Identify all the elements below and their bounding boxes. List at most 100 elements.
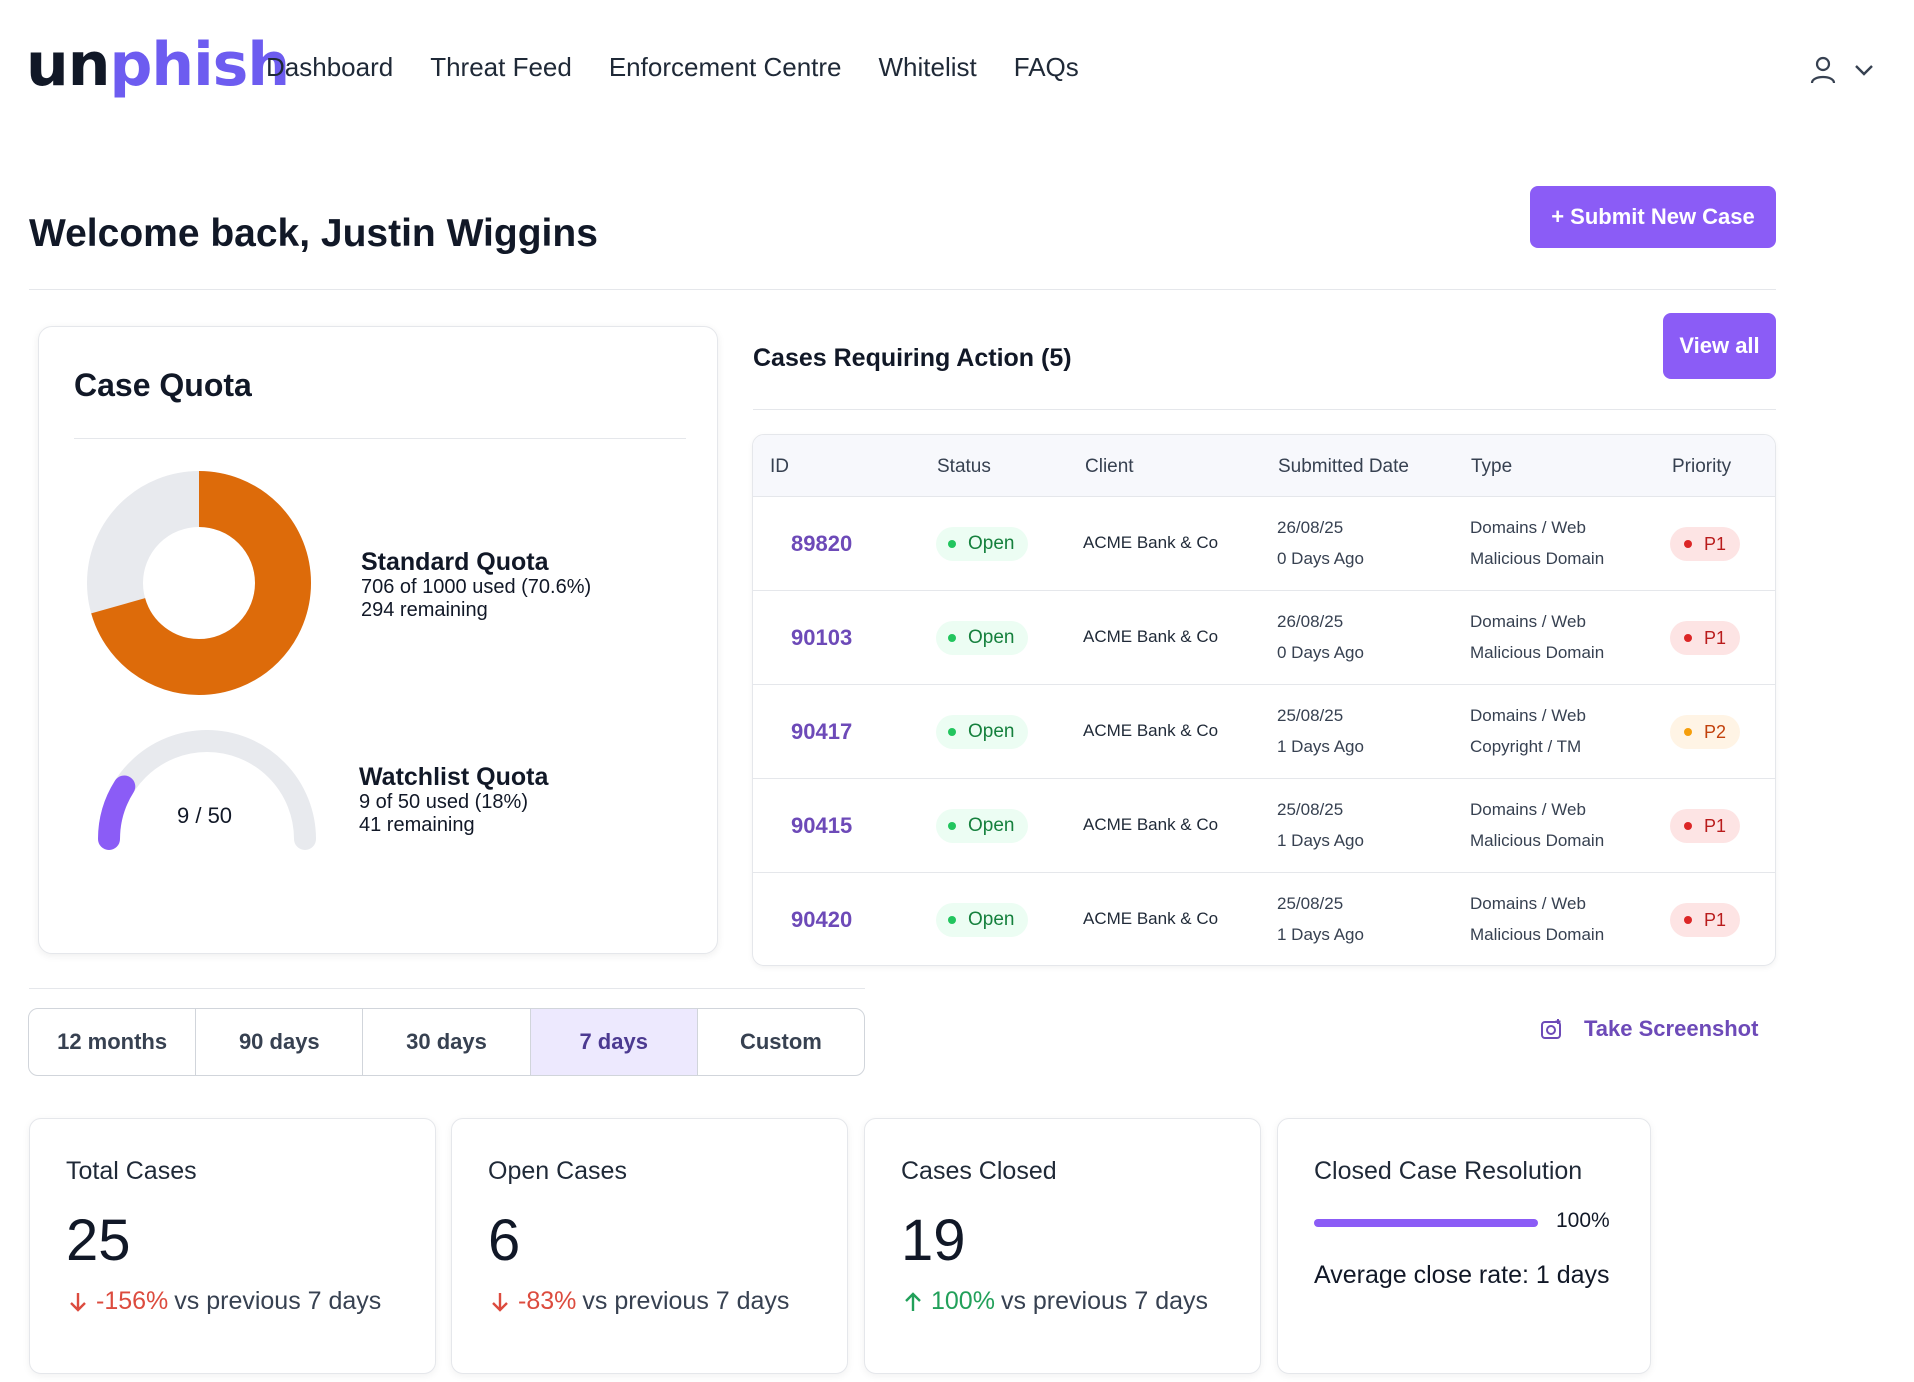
status-text: Open [968,815,1015,836]
table-row[interactable]: 90420 Open ACME Bank & Co 25/08/25 1 Days… [753,873,1775,965]
priority-text: P1 [1704,627,1727,648]
watchlist-quota-remaining: 41 remaining [359,814,475,836]
standard-quota-arc [87,471,311,695]
filter-90-days[interactable]: 90 days [196,1009,364,1075]
status-dot-icon [948,822,956,830]
status-badge: Open [936,715,1029,749]
total-cases-delta-suffix: vs previous 7 days [174,1287,382,1315]
filter-divider [29,988,865,989]
resolution-percent: 100% [1556,1209,1610,1232]
case-id-link[interactable]: 90415 [791,813,853,838]
resolution-progress-bar [1314,1219,1538,1227]
nav-link-enforcement-centre[interactable]: Enforcement Centre [608,52,842,82]
type-value: Domains / Web [1470,518,1586,537]
cases-closed-title: Cases Closed [901,1157,1057,1185]
table-row[interactable]: 89820 Open ACME Bank & Co 26/08/25 0 Days… [753,497,1775,591]
client-name: ACME Bank & Co [1083,909,1219,928]
total-cases-card: Total Cases 25 -156% vs previous 7 days [29,1118,436,1374]
arrow-down-icon [492,1292,508,1312]
filter-12-months[interactable]: 12 months [29,1009,197,1075]
user-menu[interactable] [1810,56,1874,84]
priority-badge: P1 [1670,621,1741,655]
date-value: 25/08/25 [1277,706,1344,725]
nav-link-faqs[interactable]: FAQs [1013,52,1079,82]
standard-quota-remaining: 294 remaining [361,599,488,621]
priority-badge: P1 [1670,527,1741,561]
status-text: Open [968,533,1015,554]
case-quota-card: Case Quota Standard Quota 706 of 1000 us… [38,326,718,954]
open-cases-delta-value: -83% [518,1287,577,1315]
table-row[interactable]: 90415 Open ACME Bank & Co 25/08/25 1 Days… [753,779,1775,873]
submitted-date: 25/08/25 1 Days Ago [1277,888,1364,950]
date-ago: 1 Days Ago [1277,925,1364,944]
case-id-link[interactable]: 89820 [791,531,853,556]
client-name: ACME Bank & Co [1083,721,1219,740]
date-value: 25/08/25 [1277,800,1344,819]
nav-link-whitelist[interactable]: Whitelist [878,52,977,82]
total-cases-value: 25 [66,1208,131,1273]
top-nav: unphish Dashboard Threat Feed Enforcemen… [0,0,1914,140]
priority-dot-icon [1684,728,1692,736]
column-header-type: Type [1471,456,1513,477]
nav-links: Dashboard Threat Feed Enforcement Centre… [266,52,1079,83]
nav-link-threat-feed[interactable]: Threat Feed [430,52,572,82]
status-badge: Open [936,903,1029,937]
priority-text: P1 [1704,533,1727,554]
page-title: Welcome back, Justin Wiggins [29,212,598,255]
time-range-filter: 12 months 90 days 30 days 7 days Custom [28,1008,865,1076]
take-screenshot-button[interactable]: Take Screenshot [1540,1016,1758,1042]
filter-custom[interactable]: Custom [739,1029,822,1054]
priority-badge: P1 [1670,903,1741,937]
status-badge: Open [936,527,1029,561]
logo-part-1: un [26,30,110,100]
nav-link-dashboard[interactable]: Dashboard [266,52,394,82]
case-id-link[interactable]: 90103 [791,625,853,650]
logo[interactable]: unphish [26,30,290,100]
logo-part-2: phish [109,30,290,100]
type-value: Domains / Web [1470,612,1586,631]
chevron-down-icon [1855,65,1873,76]
status-badge: Open [936,621,1029,655]
cases-requiring-action-title: Cases Requiring Action (5) [753,344,1072,372]
subtype-value: Malicious Domain [1470,925,1605,944]
view-all-button[interactable]: View all [1663,313,1776,379]
submit-new-case-button[interactable]: + Submit New Case [1530,186,1776,248]
case-type: Domains / Web Malicious Domain [1470,888,1604,950]
date-value: 25/08/25 [1277,894,1344,913]
column-header-submitted-date: Submitted Date [1278,456,1409,477]
date-ago: 0 Days Ago [1277,549,1364,568]
status-dot-icon [948,540,956,548]
open-cases-delta-suffix: vs previous 7 days [582,1287,790,1315]
table-row[interactable]: 90417 Open ACME Bank & Co 25/08/25 1 Days… [753,685,1775,779]
filter-7-days[interactable]: 7 days [530,1009,698,1075]
case-id-link[interactable]: 90420 [791,907,853,932]
quota-divider [74,438,686,439]
arrow-down-icon [70,1292,86,1312]
status-badge: Open [936,809,1029,843]
status-dot-icon [948,634,956,642]
table-row[interactable]: 90103 Open ACME Bank & Co 26/08/25 0 Days… [753,591,1775,685]
date-value: 26/08/25 [1277,612,1344,631]
open-cases-delta: -83% vs previous 7 days [488,1287,789,1316]
cases-closed-delta-value: 100% [931,1287,995,1315]
take-screenshot-label: Take Screenshot [1584,1016,1759,1041]
priority-badge: P2 [1670,715,1741,749]
priority-dot-icon [1684,540,1692,548]
priority-text: P1 [1704,909,1727,930]
column-header-status: Status [937,456,991,477]
submitted-date: 26/08/25 0 Days Ago [1277,606,1364,668]
type-value: Domains / Web [1470,706,1586,725]
watchlist-quota-gauge [98,730,316,850]
filter-30-days[interactable]: 30 days [363,1009,531,1075]
status-dot-icon [948,916,956,924]
status-dot-icon [948,728,956,736]
client-name: ACME Bank & Co [1083,815,1219,834]
case-id-link[interactable]: 90417 [791,719,853,744]
submitted-date: 25/08/25 1 Days Ago [1277,794,1364,856]
header-divider [29,289,1776,290]
case-type: Domains / Web Copyright / TM [1470,700,1586,762]
closed-case-resolution-card: Closed Case Resolution 100% Average clos… [1277,1118,1651,1374]
cases-closed-delta: 100% vs previous 7 days [901,1287,1208,1316]
watchlist-quota-info: Watchlist Quota 9 of 50 used (18%) 41 re… [359,763,548,837]
client-name: ACME Bank & Co [1083,627,1219,646]
